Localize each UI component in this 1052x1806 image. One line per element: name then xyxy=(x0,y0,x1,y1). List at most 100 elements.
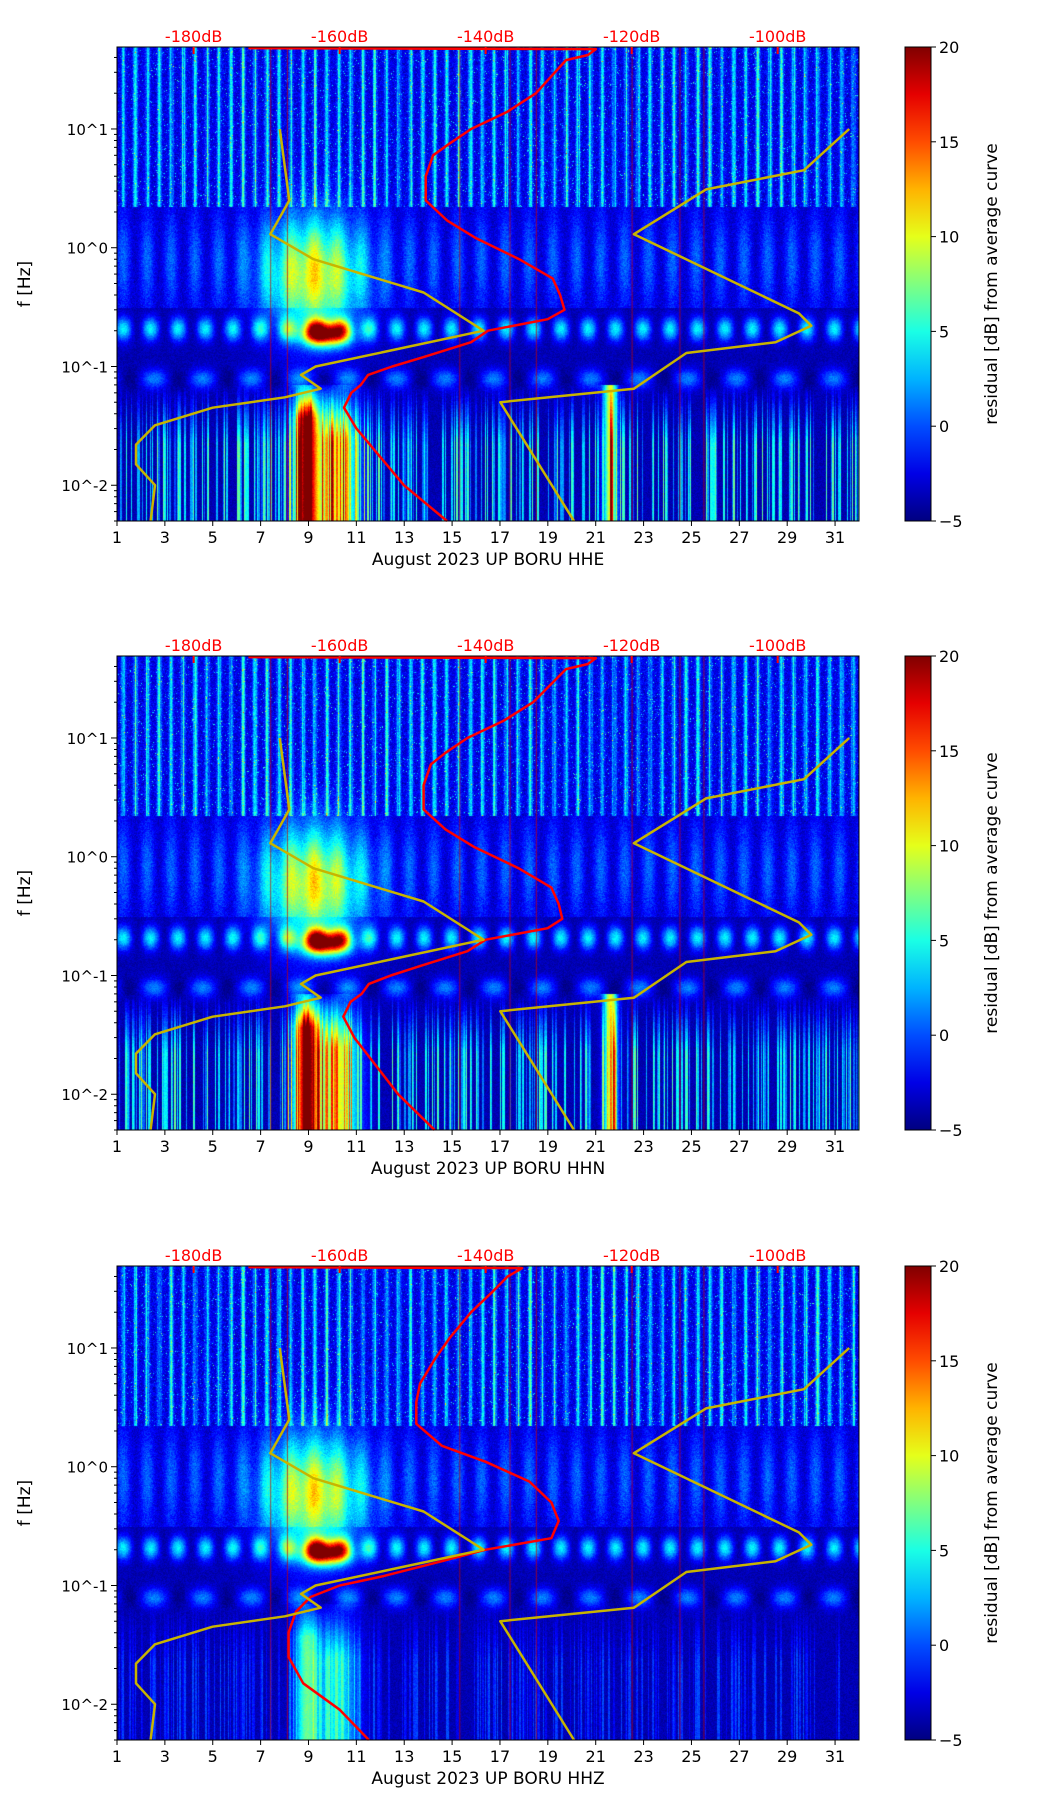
top-db-tick-label: -140dB xyxy=(457,636,514,655)
x-tick-label: 13 xyxy=(394,528,414,547)
x-tick-label: 5 xyxy=(208,1137,218,1156)
top-db-tick-label: -160dB xyxy=(311,636,368,655)
y-tick-label: 10^-1 xyxy=(61,967,108,985)
x-tick-label: 1 xyxy=(112,1137,122,1156)
colorbar-tick-label: 20 xyxy=(939,38,959,57)
low-noise-model-curve xyxy=(134,1347,485,1741)
top-db-tick-label: -140dB xyxy=(457,1246,514,1265)
top-db-tick-label: -120dB xyxy=(603,636,660,655)
colorbar-label: residual [dB] from average curve xyxy=(982,752,1002,1033)
colorbar-tick-label: 5 xyxy=(939,931,949,950)
x-tick-label: 3 xyxy=(160,528,170,547)
colorbar-tick-label: 5 xyxy=(939,322,949,341)
x-tick-label: 9 xyxy=(303,1137,313,1156)
x-tick-label: 11 xyxy=(346,1137,366,1156)
high-noise-model-curve xyxy=(499,737,851,1131)
high-noise-model-curve xyxy=(499,1347,851,1741)
x-tick-label: 7 xyxy=(256,1137,266,1156)
x-tick-label: 15 xyxy=(442,1747,462,1766)
y-tick-label: 10^1 xyxy=(67,730,108,748)
x-tick-label: 27 xyxy=(729,1747,749,1766)
x-tick-label: 31 xyxy=(825,1747,845,1766)
top-db-tick-label: -100dB xyxy=(749,636,806,655)
plot-frame xyxy=(116,655,860,1131)
x-tick-label: 21 xyxy=(586,528,606,547)
top-db-tick-label: -120dB xyxy=(603,1246,660,1265)
x-tick-label: 15 xyxy=(442,1137,462,1156)
high-noise-model-curve xyxy=(499,128,851,522)
x-tick-label: 3 xyxy=(160,1747,170,1766)
top-db-tick-label: -160dB xyxy=(311,27,368,46)
top-db-tick-label: -140dB xyxy=(457,27,514,46)
y-tick-label: 10^0 xyxy=(67,240,108,258)
x-tick-label: 25 xyxy=(681,1137,701,1156)
low-noise-model-curve xyxy=(134,128,485,522)
x-tick-label: 25 xyxy=(681,1747,701,1766)
colorbar xyxy=(904,46,932,522)
x-tick-label: 17 xyxy=(490,1747,510,1766)
x-tick-label: 7 xyxy=(256,528,266,547)
colorbar-tick-label: 5 xyxy=(939,1541,949,1560)
top-db-tick-label: -160dB xyxy=(311,1246,368,1265)
x-tick-label: 3 xyxy=(160,1137,170,1156)
x-axis-label: August 2023 UP BORU HHZ xyxy=(371,1769,604,1789)
y-tick-label: 10^1 xyxy=(67,1340,108,1358)
x-tick-label: 29 xyxy=(777,1747,797,1766)
y-tick-label: 10^-2 xyxy=(61,477,108,495)
colorbar-label: residual [dB] from average curve xyxy=(982,143,1002,424)
x-tick-label: 19 xyxy=(538,1137,558,1156)
x-tick-label: 25 xyxy=(681,528,701,547)
y-tick-label: 10^-1 xyxy=(61,1577,108,1595)
top-db-tick-label: -100dB xyxy=(749,1246,806,1265)
colorbar-tick-label: 10 xyxy=(939,1447,959,1466)
x-tick-label: 13 xyxy=(394,1137,414,1156)
x-tick-label: 9 xyxy=(303,1747,313,1766)
colorbar-tick-label: −5 xyxy=(939,512,963,531)
x-tick-label: 27 xyxy=(729,1137,749,1156)
top-db-tick-label: -180dB xyxy=(165,636,222,655)
colorbar-tick-label: 20 xyxy=(939,1257,959,1276)
colorbar-tick-label: −5 xyxy=(939,1731,963,1750)
x-tick-label: 13 xyxy=(394,1747,414,1766)
y-axis-label: f [Hz] xyxy=(15,870,35,916)
x-tick-label: 17 xyxy=(490,528,510,547)
y-axis-label: f [Hz] xyxy=(15,261,35,307)
median-psd-curve xyxy=(248,655,598,1131)
median-psd-curve xyxy=(248,1265,560,1741)
x-tick-label: 5 xyxy=(208,1747,218,1766)
top-db-tick-label: -180dB xyxy=(165,27,222,46)
x-tick-label: 31 xyxy=(825,1137,845,1156)
colorbar-tick-label: 0 xyxy=(939,1636,949,1655)
x-tick-label: 23 xyxy=(633,528,653,547)
y-tick-label: 10^-2 xyxy=(61,1696,108,1714)
x-tick-label: 23 xyxy=(633,1747,653,1766)
top-db-tick-label: -100dB xyxy=(749,27,806,46)
x-tick-label: 1 xyxy=(112,528,122,547)
x-tick-label: 5 xyxy=(208,528,218,547)
plot-frame xyxy=(116,1265,860,1741)
colorbar-tick-label: 15 xyxy=(939,133,959,152)
colorbar xyxy=(904,655,932,1131)
x-tick-label: 11 xyxy=(346,528,366,547)
y-tick-label: 10^-2 xyxy=(61,1086,108,1104)
colorbar-tick-label: 10 xyxy=(939,837,959,856)
colorbar-tick-label: 15 xyxy=(939,742,959,761)
y-tick-label: 10^-1 xyxy=(61,358,108,376)
y-tick-label: 10^0 xyxy=(67,1459,108,1477)
x-tick-label: 23 xyxy=(633,1137,653,1156)
colorbar-tick-label: 10 xyxy=(939,228,959,247)
colorbar-tick-label: −5 xyxy=(939,1121,963,1140)
y-tick-label: 10^0 xyxy=(67,849,108,867)
colorbar-tick-label: 0 xyxy=(939,1026,949,1045)
x-axis-label: August 2023 UP BORU HHE xyxy=(372,550,604,570)
x-tick-label: 19 xyxy=(538,1747,558,1766)
x-tick-label: 29 xyxy=(777,528,797,547)
colorbar-tick-label: 20 xyxy=(939,647,959,666)
x-tick-label: 1 xyxy=(112,1747,122,1766)
x-tick-label: 21 xyxy=(586,1747,606,1766)
y-axis-label: f [Hz] xyxy=(15,1480,35,1526)
x-tick-label: 9 xyxy=(303,528,313,547)
x-tick-label: 11 xyxy=(346,1747,366,1766)
plot-frame xyxy=(116,46,860,522)
top-db-tick-label: -180dB xyxy=(165,1246,222,1265)
